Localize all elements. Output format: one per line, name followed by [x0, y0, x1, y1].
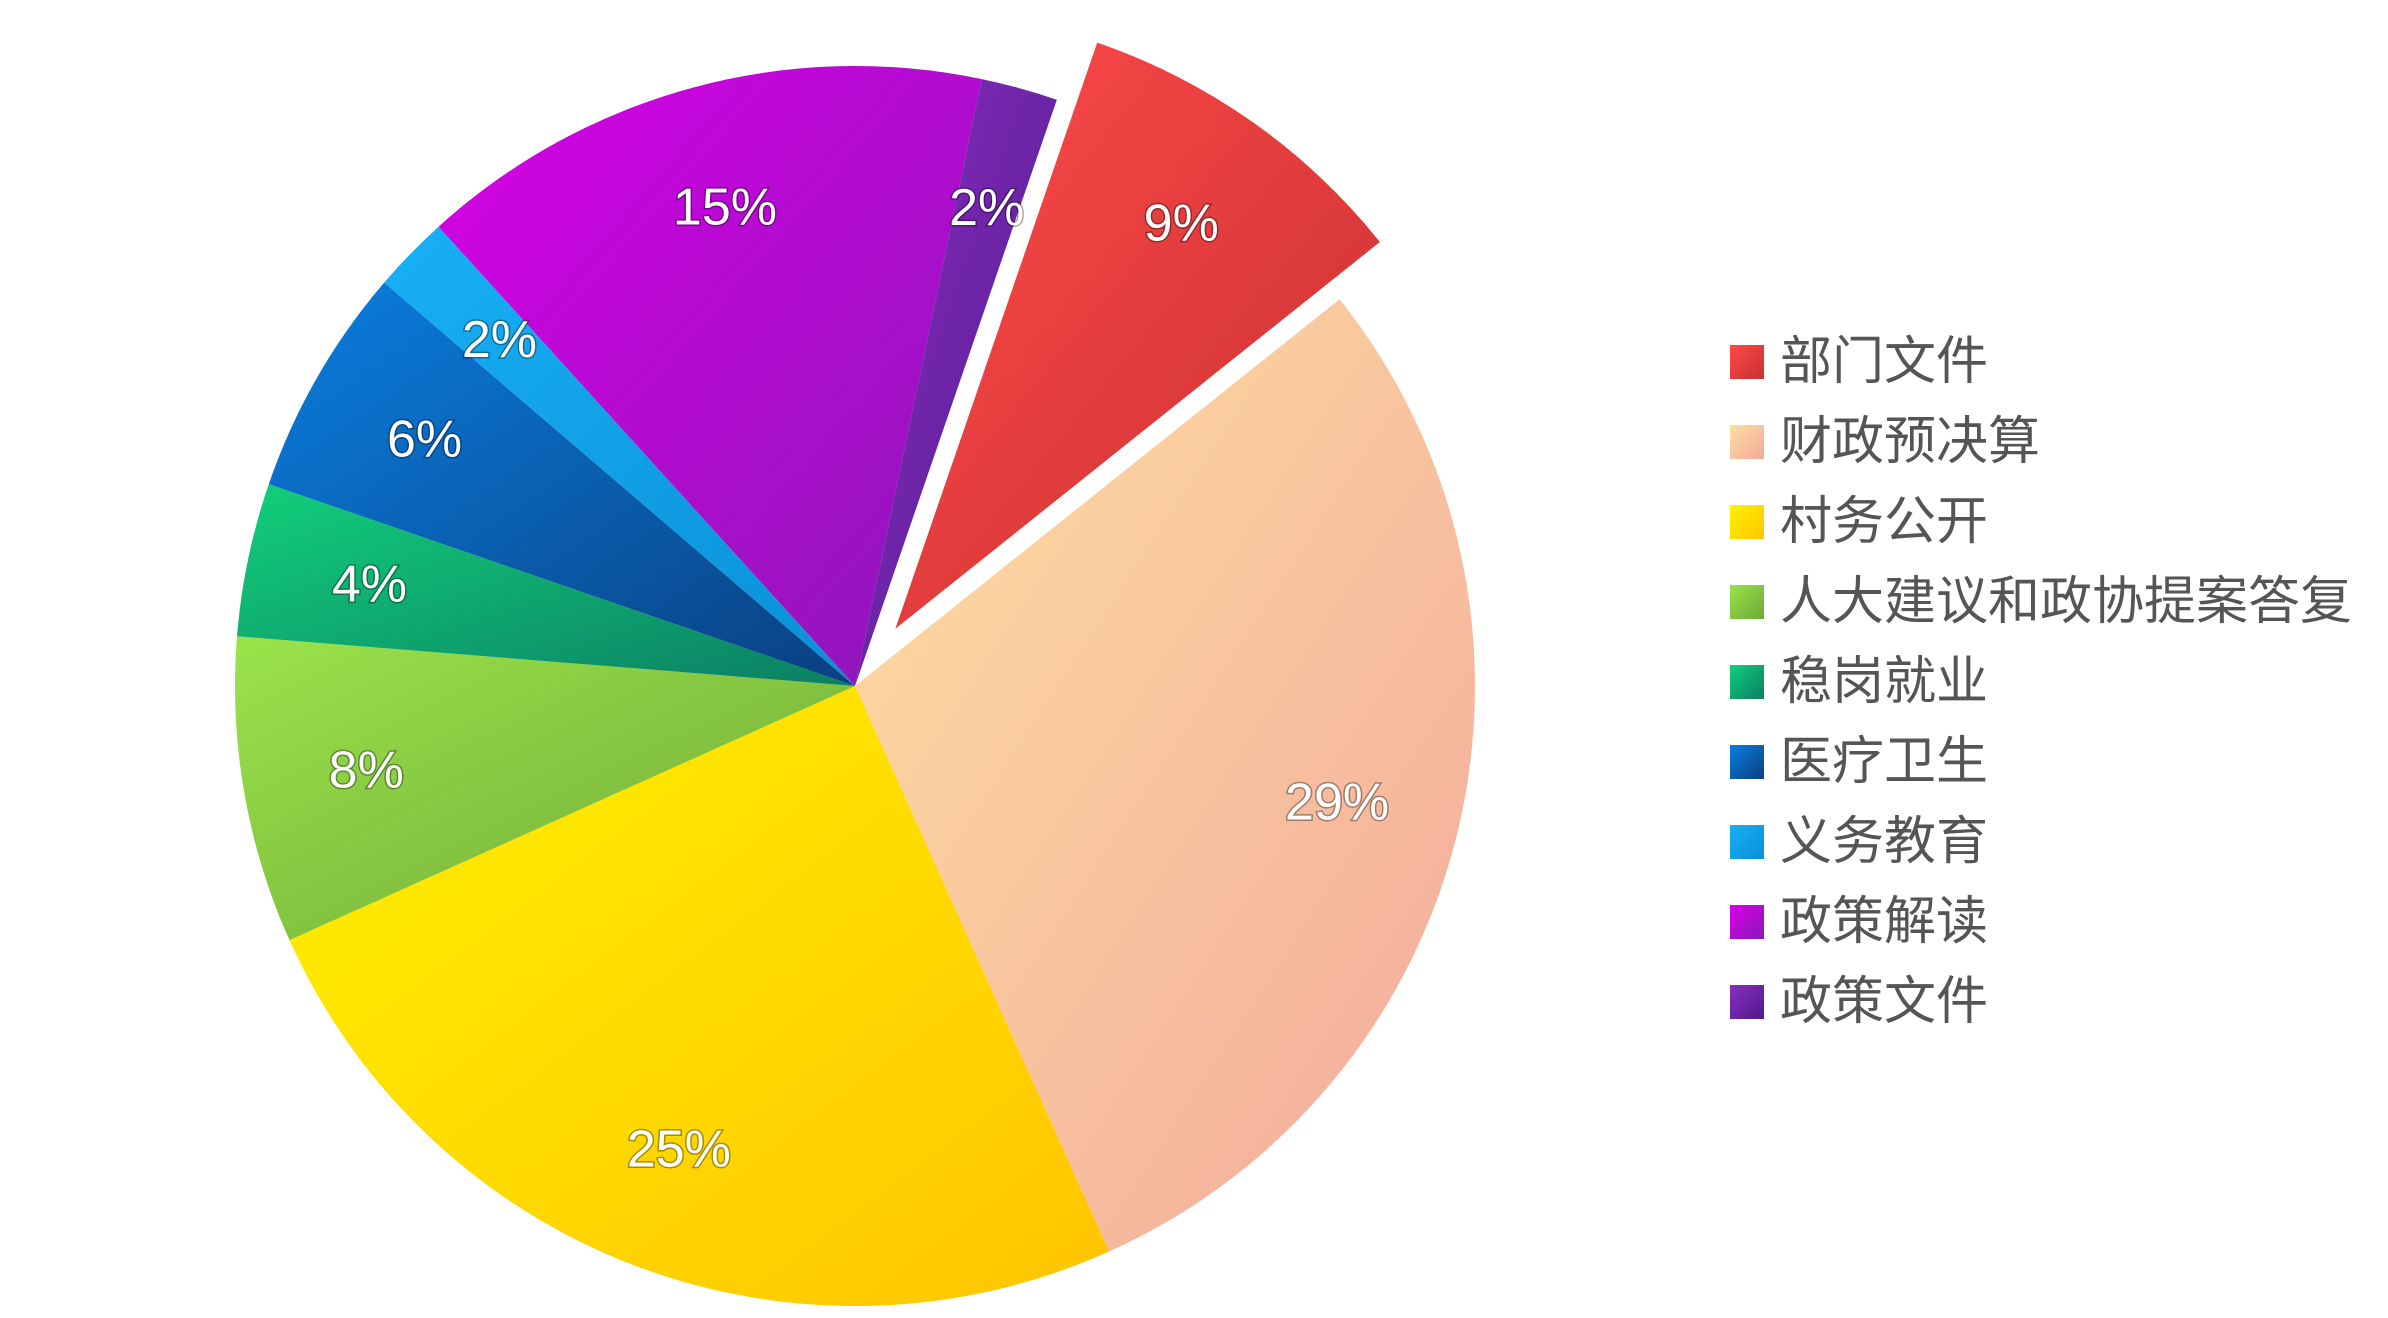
pie-slice-6: [268, 282, 856, 686]
legend-swatch-4: [1730, 585, 1764, 619]
pie-slices: [235, 42, 1475, 1306]
data-label-9: 2%: [949, 179, 1024, 237]
data-label-3: 25%: [627, 1121, 731, 1179]
legend-label-5: 稳岗就业: [1780, 652, 1988, 712]
data-label-7: 2%: [462, 311, 537, 369]
pie-slice-5: [236, 484, 856, 686]
legend-swatch-9: [1730, 985, 1764, 1019]
pie-data-labels: 9%29%25%8%4%6%2%15% 2%: [327, 177, 1390, 1180]
data-label-1: 9%: [1144, 194, 1219, 252]
legend-label-6: 医疗卫生: [1780, 732, 1988, 792]
legend-swatch-2: [1730, 425, 1764, 459]
legend-swatch-7: [1730, 825, 1764, 859]
legend-swatch-5: [1730, 665, 1764, 699]
legend-swatch-6: [1730, 745, 1764, 779]
pie-slice-4: [235, 636, 855, 941]
data-label-2: 29%: [1285, 774, 1389, 832]
data-label-8: 15%: [673, 178, 777, 236]
legend-label-3: 村务公开: [1780, 492, 1988, 552]
pie-slice-2: [855, 299, 1475, 1252]
legend-label-2: 财政预决算: [1780, 412, 2040, 472]
legend-label-9: 政策文件: [1780, 972, 1988, 1032]
legend: 部门文件财政预决算村务公开人大建议和政协提案答复稳岗就业医疗卫生义务教育政策解读…: [1730, 332, 2352, 1032]
legend-label-4: 人大建议和政协提案答复: [1780, 572, 2352, 632]
legend-label-1: 部门文件: [1780, 332, 1988, 392]
pie-slice-7: [384, 226, 855, 686]
legend-label-7: 义务教育: [1780, 812, 1988, 872]
legend-label-8: 政策解读: [1780, 892, 1988, 952]
data-label-5: 4%: [332, 556, 407, 614]
pie-slice-8: [438, 66, 982, 686]
legend-swatch-3: [1730, 505, 1764, 539]
data-label-6: 6%: [387, 411, 462, 469]
pie-slice-9: [855, 79, 1057, 686]
data-label-4: 8%: [329, 741, 404, 799]
pie-slice-1: [895, 42, 1380, 629]
pie-slice-3: [289, 686, 1110, 1306]
legend-swatch-8: [1730, 905, 1764, 939]
legend-swatch-1: [1730, 345, 1764, 379]
